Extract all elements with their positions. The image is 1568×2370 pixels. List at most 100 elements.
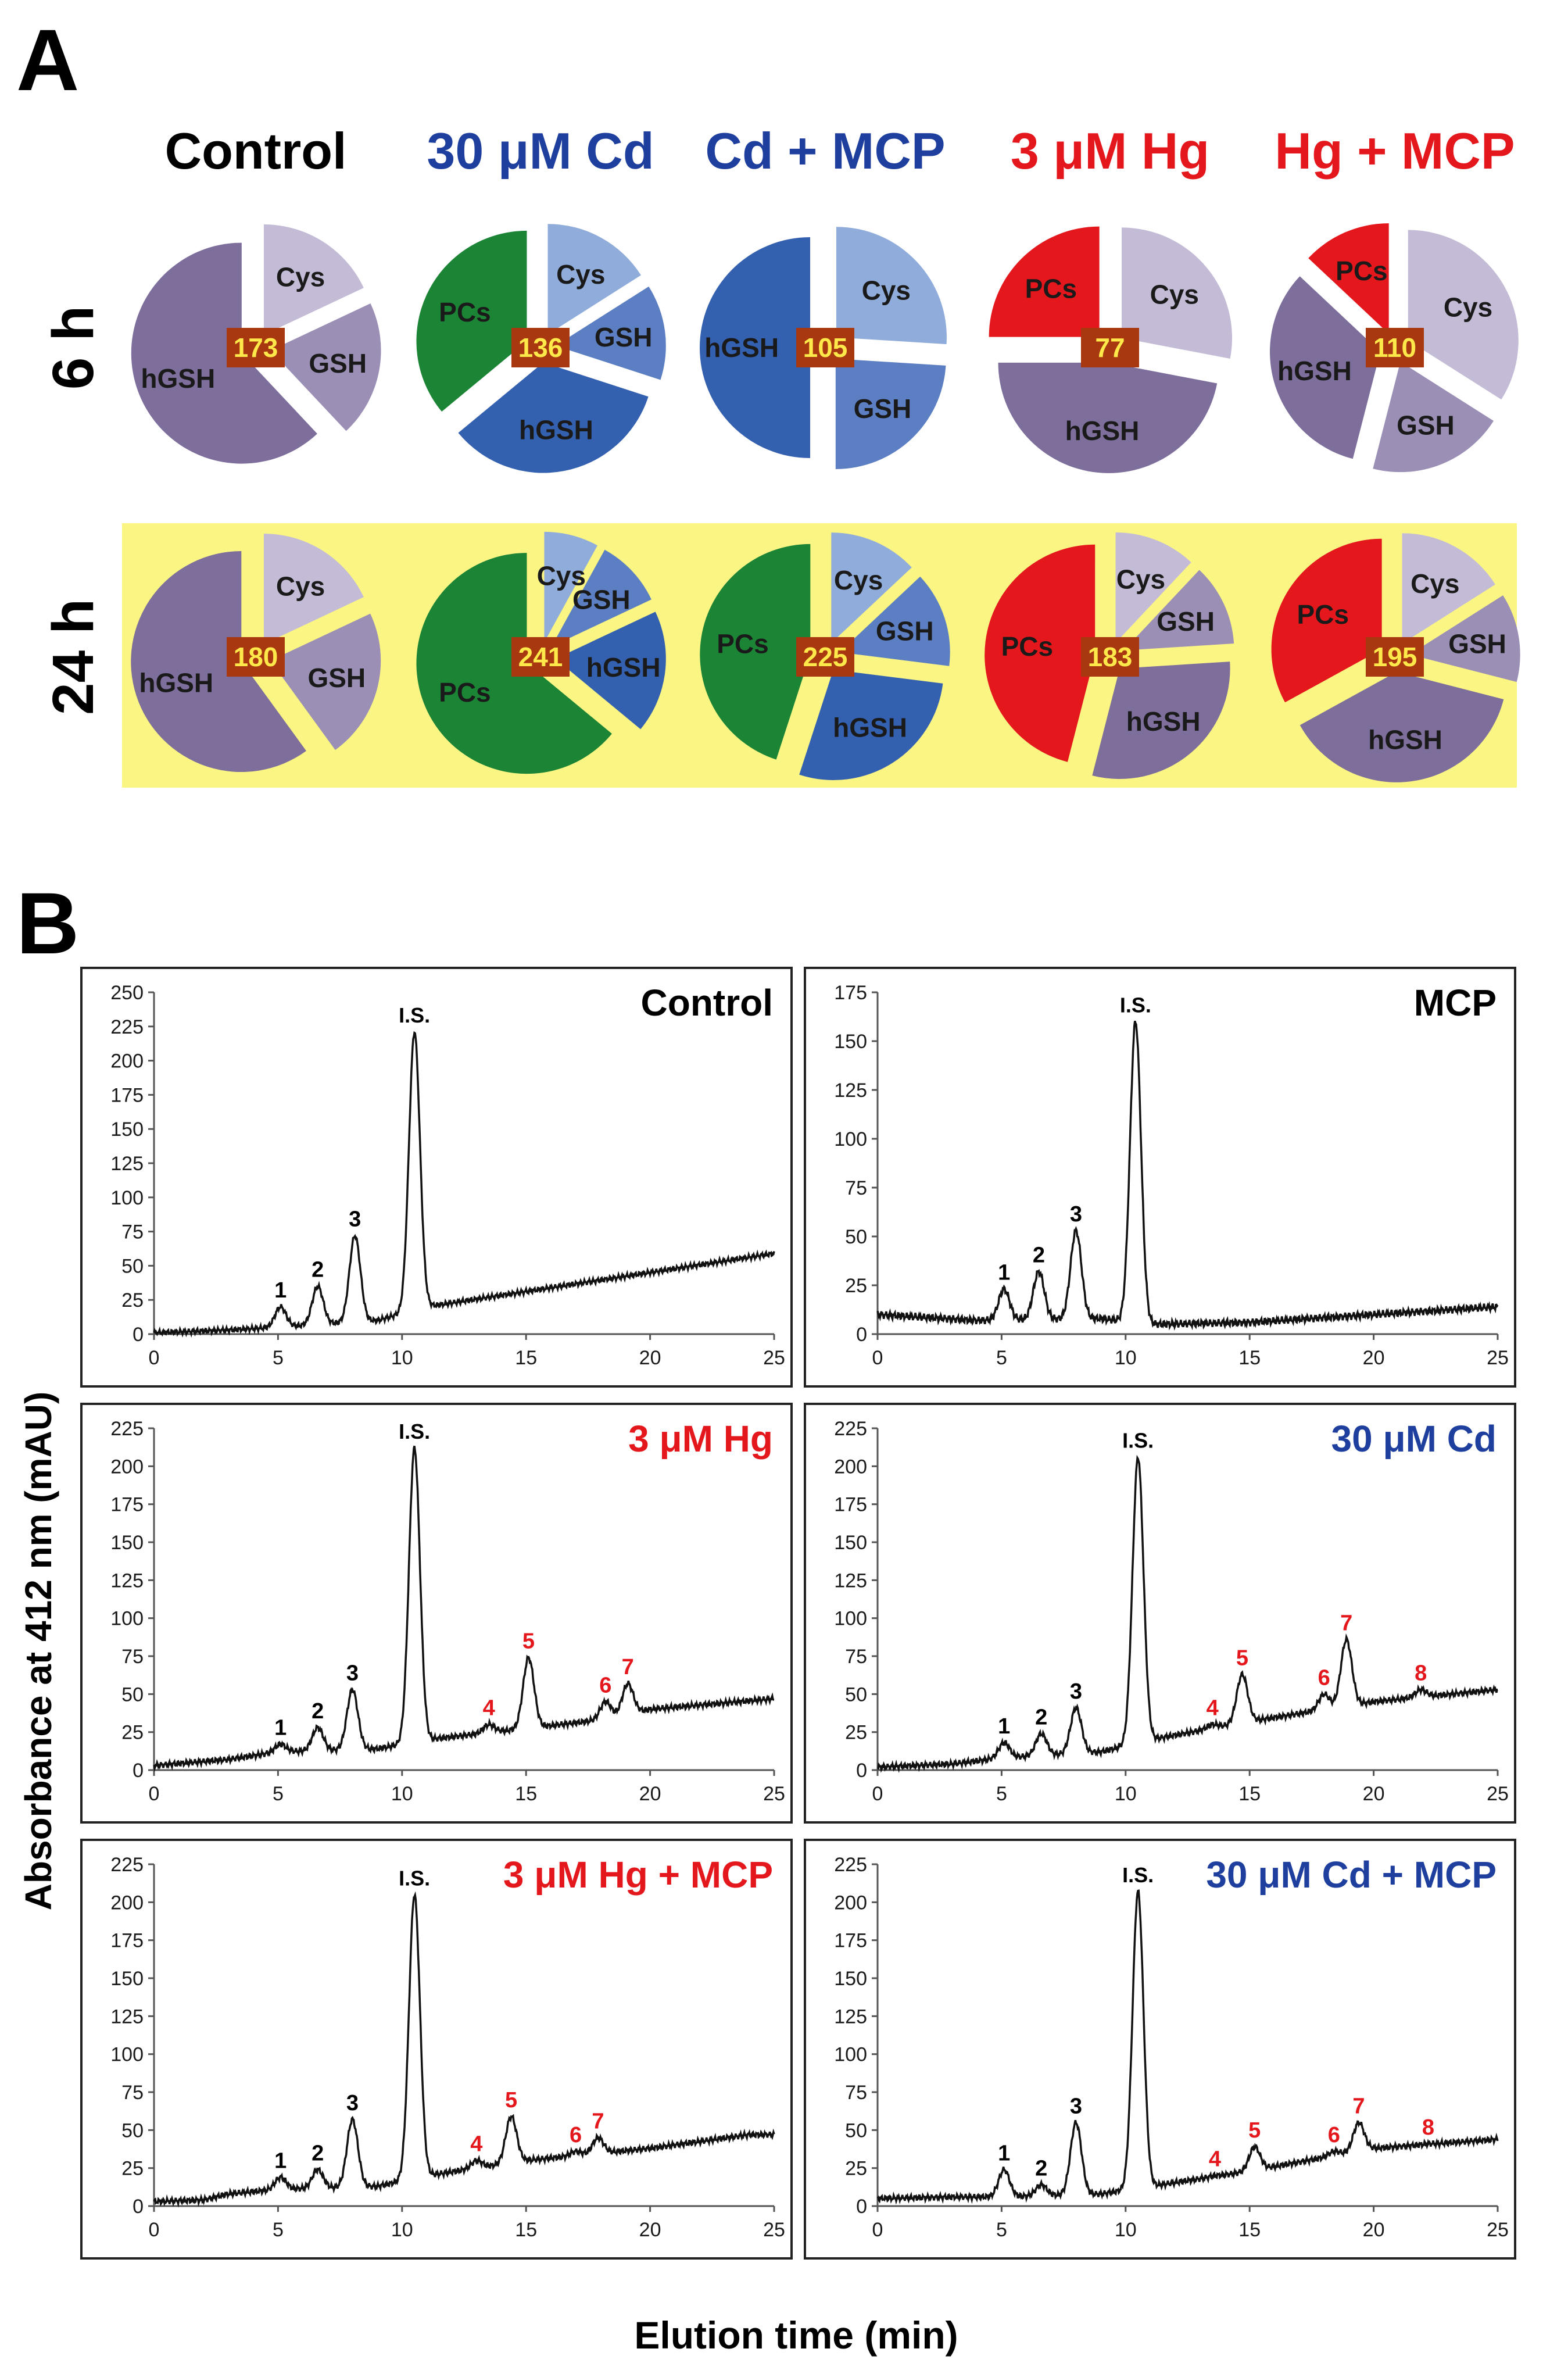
pie-slice-gsh [1409,595,1520,682]
pie-slice-pcs [1271,538,1382,703]
pie-slice-label: Cys [1150,279,1199,309]
y-tick-label: 175 [834,982,867,1004]
x-tick-label: 10 [1115,2219,1137,2241]
pie-slice-hgsh [458,362,649,473]
chromatogram-trace [153,1891,775,2208]
x-tick-label: 20 [1363,1783,1385,1805]
peak-label-3: 3 [346,1661,359,1685]
row-label-24-h: 24 h [41,599,106,715]
pie-slice-label: Cys [834,565,883,595]
pie-24-h-control: Cys GSH hGSH 180 [131,534,381,773]
pie-slice-label: PCs [439,677,491,707]
y-tick-label: 225 [110,1016,144,1038]
y-tick-label: 125 [110,1153,144,1175]
x-tick-label: 5 [273,1783,284,1805]
pie-slice-cys [544,531,597,642]
y-tick-label: 225 [834,1854,867,1876]
plot-frame [80,967,793,1388]
pie-slice-cys [263,534,364,645]
pie-total-value: 110 [1373,333,1416,363]
y-tick-label: 200 [834,1456,867,1478]
pie-6-h-hg-mcp: Cys GSH hGSH PCs 110 [1270,223,1519,473]
pie-24-h-3-um-hg: Cys GSH hGSH PCs 183 [985,532,1234,780]
pie-slice-cys [263,224,364,335]
y-tick-label: 50 [121,1683,144,1706]
y-tick-label: 75 [121,1646,144,1668]
peak-label-2: 2 [1035,1705,1047,1729]
peak-label-2: 2 [312,1699,324,1724]
pie-slice-gsh [1123,570,1234,650]
pie-slice-gsh [1373,362,1494,473]
plot-title: 3 μM Hg + MCP [503,1854,773,1896]
x-tick-label: 10 [1115,1783,1137,1805]
pie-slice-label: hGSH [139,667,213,698]
chromatogram-trace [876,1889,1499,2205]
pie-6-h-3-um-hg: Cys hGSH PCs 77 [989,226,1233,473]
peak-label-i-s: I.S. [399,1866,430,1890]
x-tick-label: 5 [996,1783,1007,1805]
x-tick-label: 15 [1238,2219,1261,2241]
y-tick-label: 175 [110,1930,144,1952]
y-tick-label: 100 [110,1608,144,1630]
y-tick-label: 75 [845,1177,867,1199]
y-tick-label: 0 [856,2196,867,2218]
column-headers: Control 30 μM Cd Cd + MCP 3 μM Hg Hg + MCP [165,122,1515,180]
pie-slice-cys [831,532,912,644]
pie-slice-label: GSH [1397,410,1455,441]
y-tick-label: 150 [110,1532,144,1554]
x-axis-title: Elution time (min) [634,2314,958,2357]
peak-label-1: 1 [998,1714,1010,1739]
peak-label-6: 6 [599,1673,611,1697]
pie-slice-hgsh [1092,662,1230,780]
pie-slice-gsh [551,549,651,647]
peak-label-i-s: I.S. [1120,993,1151,1017]
y-tick-label: 0 [133,2196,144,2218]
y-tick-label: 150 [110,1968,144,1990]
y-tick-label: 25 [121,1722,144,1744]
y-tick-label: 0 [133,1760,144,1782]
pie-slice-gsh [839,576,950,666]
peak-label-3: 3 [1070,1202,1082,1227]
pie-slice-hgsh [998,362,1218,473]
x-tick-label: 15 [515,1347,537,1369]
peak-label-8: 8 [1415,1661,1427,1685]
y-axis-title: Absorbance at 412 nm (mAU) [17,1392,59,1911]
pie-slice-pcs [1308,223,1389,334]
pie-slice-label: PCs [1336,256,1387,286]
x-tick-label: 25 [763,2219,785,2241]
pie-total-value: 241 [518,642,563,672]
x-tick-label: 15 [1238,1783,1261,1805]
peak-label-5: 5 [522,1629,535,1654]
pie-slice-label: hGSH [586,652,661,682]
plot-title: 30 μM Cd [1331,1418,1497,1460]
peak-label-1: 1 [274,2149,287,2173]
pie-slice-label: GSH [595,322,653,352]
pie-slice-pcs [416,230,527,412]
peak-label-3: 3 [1070,2094,1082,2118]
y-tick-label: 25 [121,1289,144,1311]
x-tick-label: 15 [515,2219,537,2241]
y-tick-label: 225 [110,1854,144,1876]
panel-a-letter: A [16,11,79,109]
x-tick-label: 5 [273,2219,284,2241]
y-tick-label: 75 [845,1646,867,1668]
pie-slice-label: GSH [854,394,912,424]
pie-6-h-cd-mcp: Cys GSH hGSH 105 [700,227,947,469]
pie-center-box [227,328,285,367]
x-tick-label: 20 [1363,2219,1385,2241]
x-tick-label: 20 [1363,1347,1385,1369]
peak-label-5: 5 [1236,1646,1248,1670]
pie-center-box [1366,328,1424,367]
pie-slice-label: GSH [572,585,631,615]
peak-label-1: 1 [998,2141,1010,2165]
y-tick-label: 150 [110,1118,144,1141]
y-tick-label: 125 [110,1570,144,1592]
x-tick-label: 10 [391,1783,413,1805]
pie-slice-label: Cys [1444,292,1492,323]
x-tick-label: 25 [1487,1347,1509,1369]
